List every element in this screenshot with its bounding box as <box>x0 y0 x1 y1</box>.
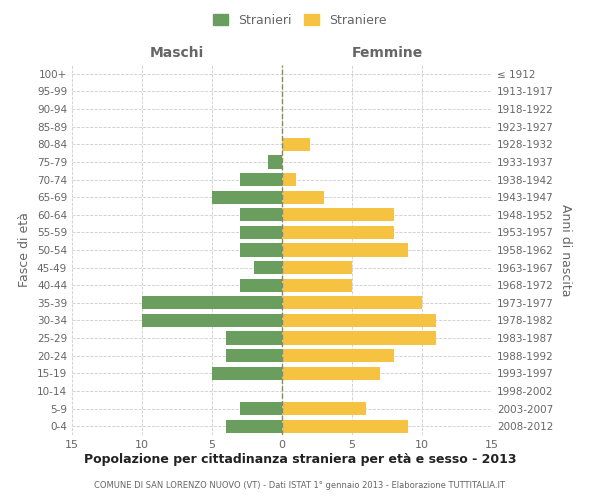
Bar <box>282 278 352 292</box>
Bar <box>254 261 282 274</box>
Y-axis label: Fasce di età: Fasce di età <box>19 212 31 288</box>
Y-axis label: Anni di nascita: Anni di nascita <box>559 204 572 296</box>
Bar <box>226 332 282 344</box>
Bar <box>282 173 296 186</box>
Bar <box>212 190 282 204</box>
Bar <box>282 261 352 274</box>
Bar <box>240 244 282 256</box>
Bar <box>226 420 282 433</box>
Bar <box>282 366 380 380</box>
Bar <box>282 296 422 310</box>
Bar <box>282 314 436 327</box>
Bar <box>212 366 282 380</box>
Bar <box>282 420 408 433</box>
Bar <box>282 138 310 151</box>
Legend: Stranieri, Straniere: Stranieri, Straniere <box>208 8 392 32</box>
Bar <box>240 402 282 415</box>
Text: COMUNE DI SAN LORENZO NUOVO (VT) - Dati ISTAT 1° gennaio 2013 - Elaborazione TUT: COMUNE DI SAN LORENZO NUOVO (VT) - Dati … <box>95 481 505 490</box>
Bar <box>282 190 324 204</box>
Bar <box>240 208 282 222</box>
Bar <box>240 226 282 239</box>
Bar <box>282 208 394 222</box>
Bar <box>240 173 282 186</box>
Bar <box>282 244 408 256</box>
Bar <box>282 332 436 344</box>
Bar <box>226 349 282 362</box>
Bar <box>282 349 394 362</box>
Bar <box>268 156 282 168</box>
Bar <box>142 314 282 327</box>
Bar <box>240 278 282 292</box>
Bar <box>142 296 282 310</box>
Text: Popolazione per cittadinanza straniera per età e sesso - 2013: Popolazione per cittadinanza straniera p… <box>84 452 516 466</box>
Bar <box>282 226 394 239</box>
Bar <box>282 402 366 415</box>
